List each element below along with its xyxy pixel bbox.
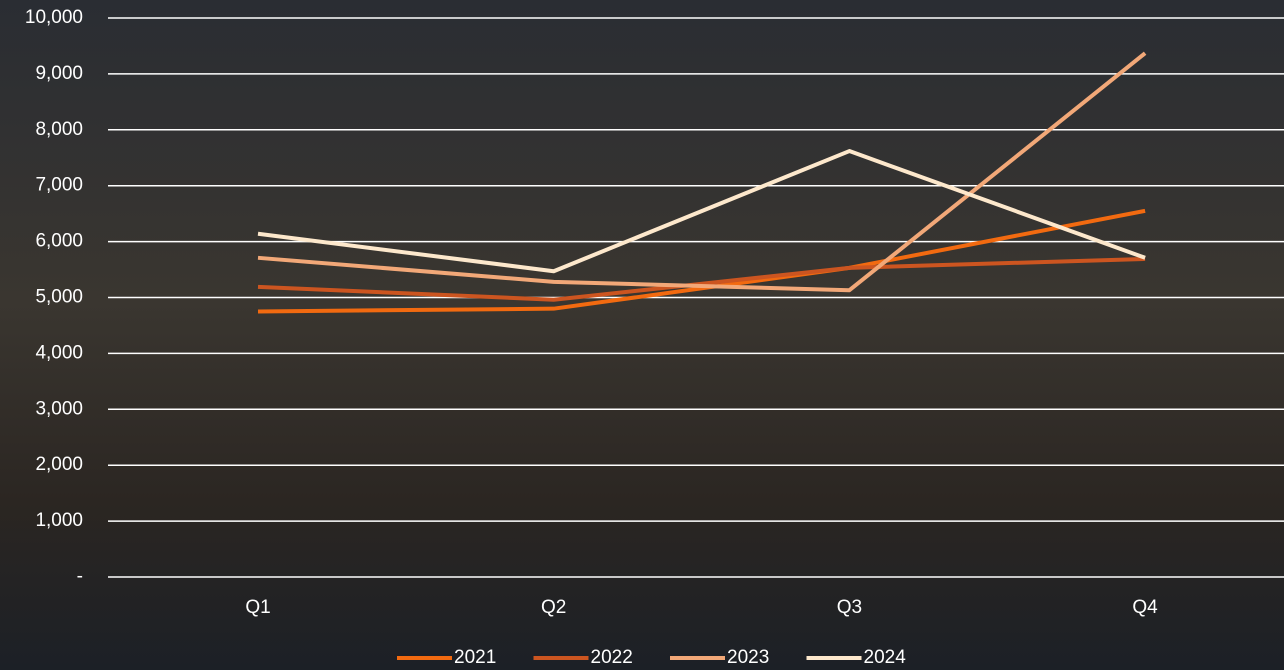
y-tick-label: 9,000 — [35, 63, 83, 84]
y-tick-label: 5,000 — [35, 287, 83, 308]
series-line — [257, 256, 1146, 302]
legend-label: 2022 — [591, 647, 633, 668]
y-tick-label: 4,000 — [35, 342, 83, 363]
legend-label: 2021 — [454, 647, 496, 668]
y-tick-label: 7,000 — [35, 175, 83, 196]
y-tick-label: 3,000 — [35, 398, 83, 419]
y-tick-label: 6,000 — [35, 231, 83, 252]
series-line — [257, 149, 1146, 274]
y-tick-label: 10,000 — [25, 7, 83, 28]
y-tick-label: 1,000 — [35, 510, 83, 531]
x-tick-label: Q1 — [245, 597, 270, 618]
x-tick-label: Q2 — [541, 597, 566, 618]
legend-label: 2023 — [727, 647, 769, 668]
legend-label: 2024 — [864, 647, 907, 668]
series-line — [257, 51, 1147, 293]
y-tick-label: 2,000 — [35, 454, 83, 475]
x-tick-label: Q3 — [837, 597, 862, 618]
y-tick-label: - — [77, 566, 83, 587]
x-tick-label: Q4 — [1132, 597, 1158, 618]
series-line — [257, 208, 1146, 314]
y-tick-label: 8,000 — [35, 119, 83, 140]
